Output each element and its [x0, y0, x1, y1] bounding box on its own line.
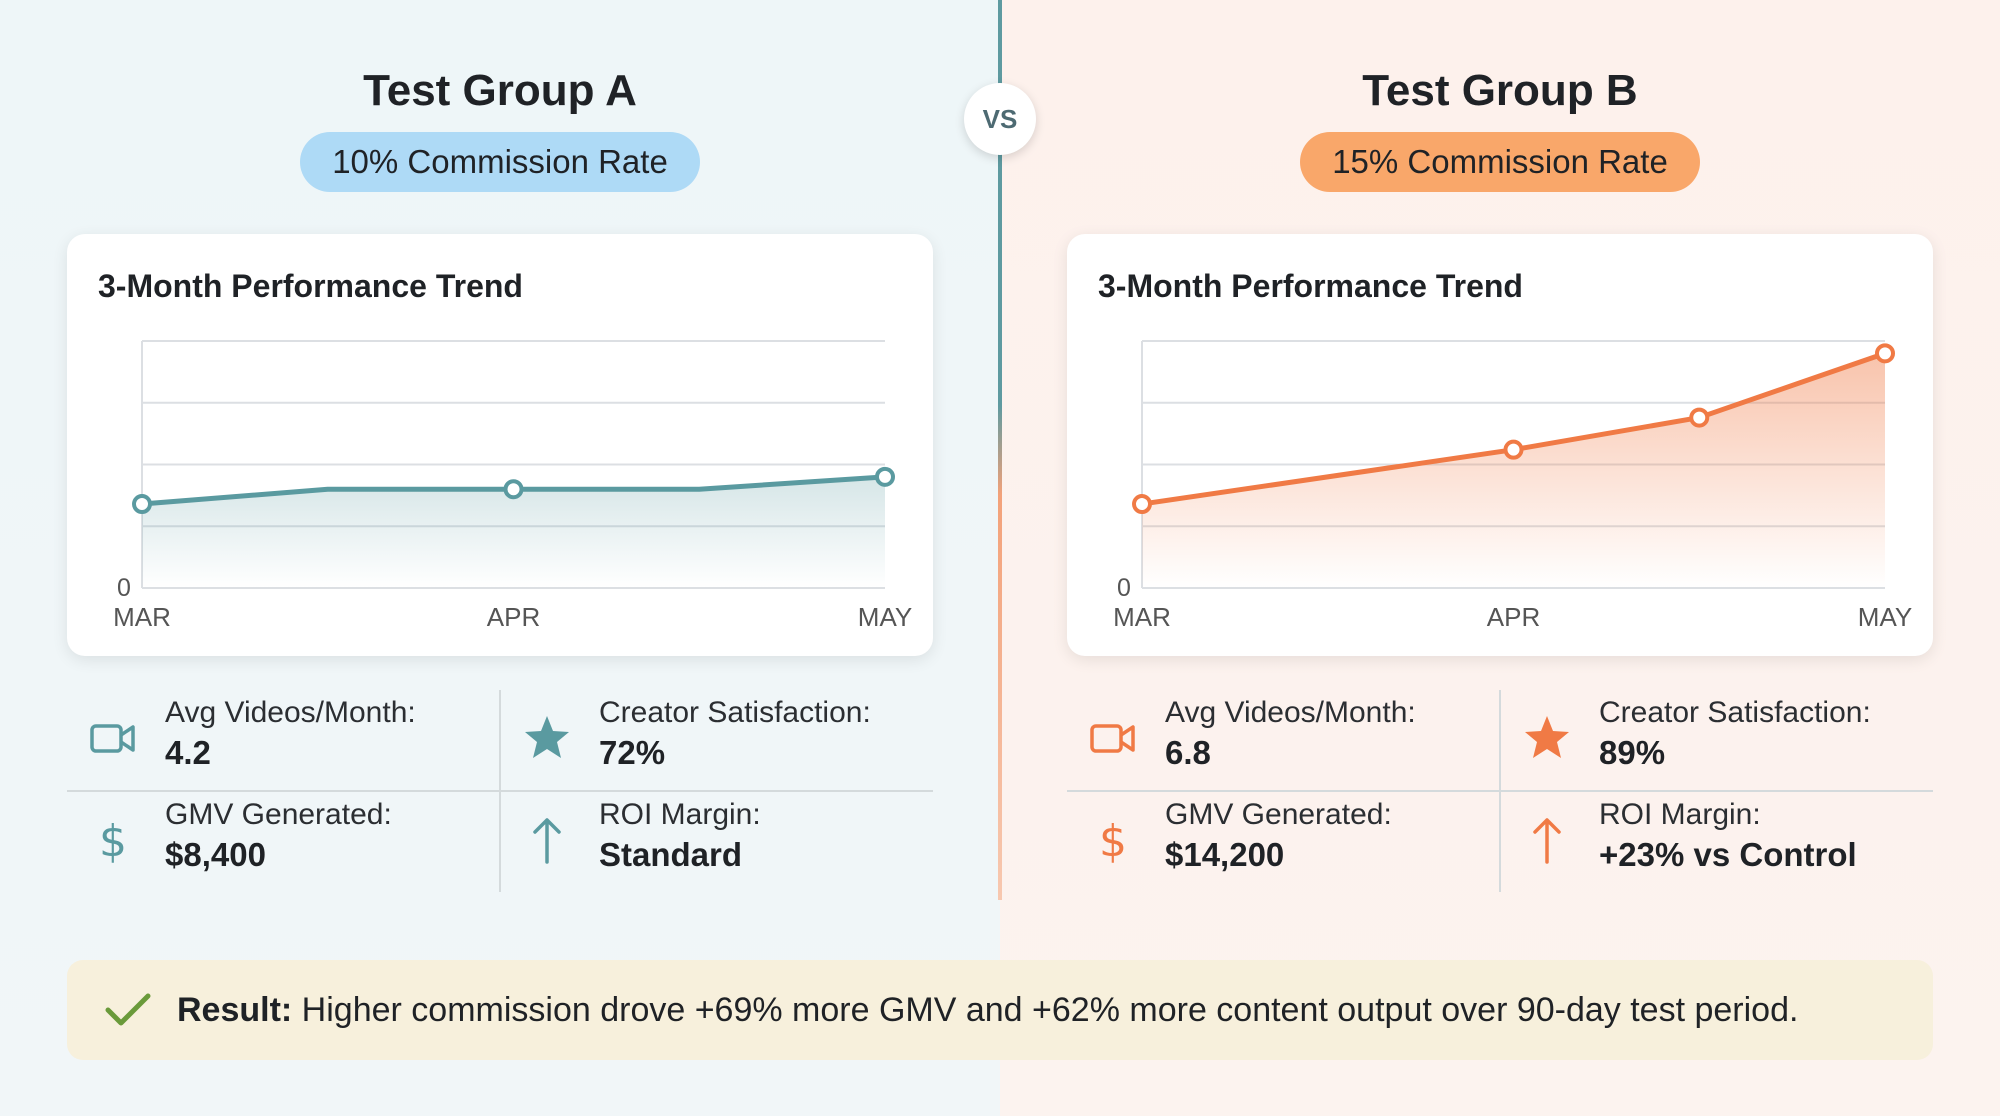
stat-item: Avg Videos/Month: 6.8 — [1067, 690, 1500, 791]
commission-badge: 15% Commission Rate — [1300, 132, 1700, 192]
stat-item: $ GMV Generated: $14,200 — [1067, 792, 1500, 893]
data-point — [1875, 343, 1895, 364]
trend-chart-card: 3-Month Performance Trend 0 MAR APR MAY — [67, 234, 933, 656]
result-text: Higher commission drove +69% more GMV an… — [292, 990, 1799, 1029]
x-tick-label: MAR — [113, 602, 171, 632]
series-area — [1142, 353, 1885, 588]
commission-badge: 10% Commission Rate — [300, 132, 700, 192]
stats-grid: Avg Videos/Month: 4.2 Creator Satisfacti… — [67, 690, 933, 892]
dollar-icon: $ — [99, 816, 127, 864]
star-icon — [525, 716, 569, 758]
data-point — [503, 479, 524, 500]
stat-value: 6.8 — [1165, 734, 1211, 771]
series-line — [1141, 350, 1886, 507]
x-tick-label: MAR — [1113, 602, 1171, 632]
y-tick-label: 0 — [1117, 574, 1131, 602]
stat-item: ROI Margin: +23% vs Control — [1501, 792, 1934, 893]
stat-item: Creator Satisfaction: 72% — [501, 690, 934, 791]
stat-item: Creator Satisfaction: 89% — [1501, 690, 1934, 791]
stat-value: Standard — [599, 836, 743, 873]
result-label: Result: — [177, 990, 293, 1029]
x-tick-label: MAY — [858, 602, 912, 632]
arrow-up-icon — [533, 818, 561, 864]
checkmark-icon — [105, 993, 151, 1026]
star-icon — [1525, 716, 1569, 758]
video-camera-icon — [90, 724, 135, 753]
chart-title: 3-Month Performance Trend — [1098, 268, 1523, 304]
stat-value: 72% — [599, 734, 666, 771]
stat-value: 89% — [1599, 734, 1666, 771]
vs-badge: VS — [964, 83, 1036, 155]
svg-text:$: $ — [1099, 816, 1127, 864]
trend-chart-card: 3-Month Performance Trend 0 MAR APR MAY — [1067, 234, 1933, 656]
result-banner: Result: Higher commission drove +69% mor… — [67, 960, 1933, 1060]
stats-grid: Avg Videos/Month: 6.8 Creator Satisfacti… — [1067, 690, 1933, 892]
stat-item: ROI Margin: Standard — [501, 792, 934, 893]
stat-label: Avg Videos/Month: — [1165, 696, 1416, 729]
stat-label: GMV Generated: — [1165, 798, 1392, 831]
data-point — [132, 494, 152, 515]
stat-item: $ GMV Generated: $8,400 — [67, 792, 500, 893]
dollar-icon: $ — [1099, 816, 1127, 864]
data-point — [1503, 439, 1524, 460]
stat-label: Creator Satisfaction: — [599, 696, 871, 729]
stats-divider — [499, 690, 501, 892]
stat-label: GMV Generated: — [165, 798, 392, 831]
data-point — [1132, 494, 1152, 515]
stat-value: $14,200 — [1165, 836, 1285, 873]
series-area — [142, 476, 885, 588]
x-tick-label: APR — [1487, 602, 1540, 632]
group-title: Test Group A — [363, 66, 637, 115]
stat-value: +23% vs Control — [1599, 836, 1857, 873]
data-point — [875, 466, 895, 487]
stat-label: Avg Videos/Month: — [165, 696, 416, 729]
stat-value: 4.2 — [165, 734, 211, 771]
stat-label: Creator Satisfaction: — [1599, 696, 1871, 729]
group-title: Test Group B — [1362, 66, 1638, 115]
x-tick-label: APR — [487, 602, 540, 632]
x-tick-label: MAY — [1858, 602, 1912, 632]
y-tick-label: 0 — [117, 574, 131, 602]
stat-label: ROI Margin: — [1599, 798, 1761, 831]
stats-divider — [1499, 690, 1501, 892]
stat-label: ROI Margin: — [599, 798, 761, 831]
stat-item: Avg Videos/Month: 4.2 — [67, 690, 500, 791]
arrow-up-icon — [1533, 818, 1561, 864]
chart-title: 3-Month Performance Trend — [98, 268, 523, 304]
divider — [998, 0, 1002, 900]
data-point — [1689, 407, 1710, 428]
stat-value: $8,400 — [165, 836, 266, 873]
svg-text:$: $ — [99, 816, 127, 864]
video-camera-icon — [1090, 724, 1135, 753]
